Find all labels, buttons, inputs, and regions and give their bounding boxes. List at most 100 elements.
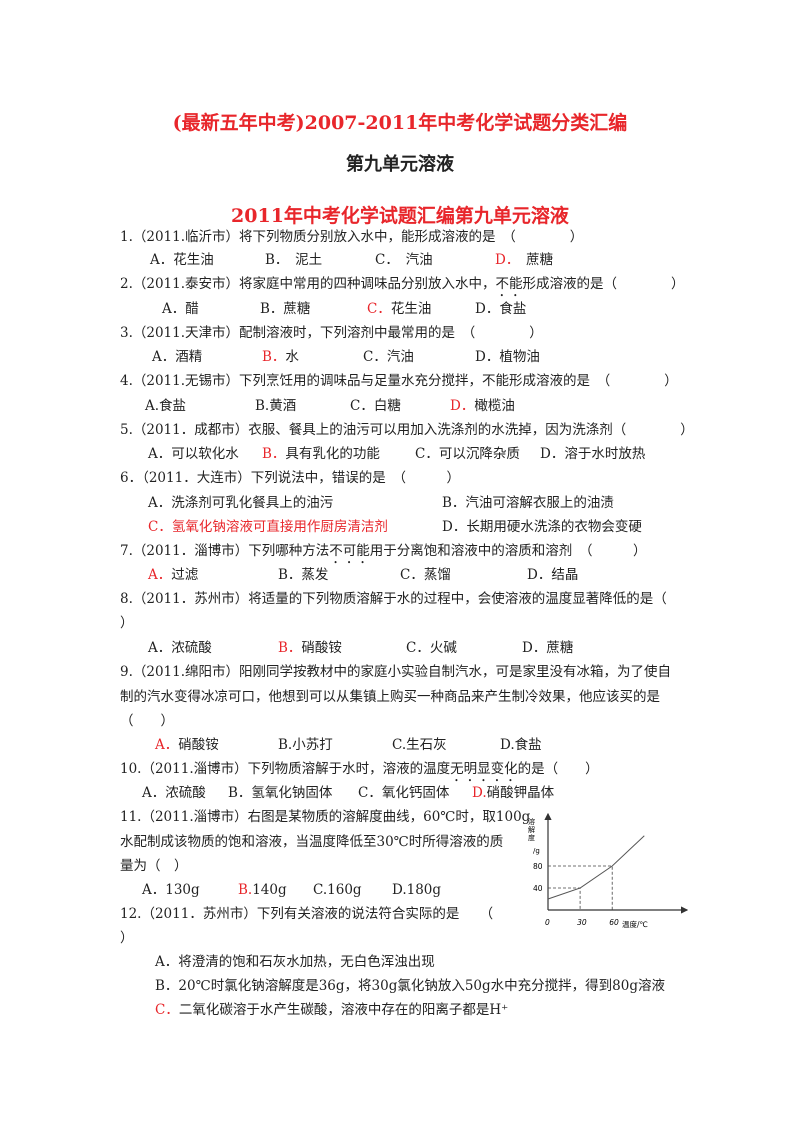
guide-line bbox=[548, 865, 613, 910]
y-tick-label: 80 bbox=[533, 862, 543, 871]
x-axis-label: 温度/℃ bbox=[622, 919, 648, 929]
option-text: 硝酸钾晶体 bbox=[486, 785, 555, 801]
option-text: 硝酸铵 bbox=[301, 640, 342, 656]
stem-emphasis: 不能 bbox=[495, 276, 523, 292]
solubility-curve bbox=[547, 835, 645, 900]
document-title: (最新五年中考)2007-2011年中考化学试题分类汇编 bbox=[172, 112, 628, 134]
q7-option-c: C．蒸馏 bbox=[400, 567, 451, 583]
q12-option-c: C．二氧化碳溶于水产生碳酸，溶液中存在的阳离子都是H⁺ bbox=[155, 1002, 508, 1018]
question-5-stem: 5.（2011．成都市）衣服、餐具上的油污可以用加入洗涤剂的水洗掉，因为洗涤剂（… bbox=[120, 422, 694, 438]
q2-option-c: C．花生油 bbox=[367, 301, 431, 317]
stem-emphasis: 无明显变化 bbox=[450, 761, 518, 777]
q11-option-a: A．130g bbox=[142, 882, 200, 898]
question-4-stem: 4.（2011.无锡市）下列烹饪用的调味品与足量水充分搅拌，不能形成溶液的是 （… bbox=[120, 373, 678, 389]
q9-option-a: A．硝酸铵 bbox=[155, 737, 219, 753]
option-text: 140g bbox=[252, 882, 287, 898]
stem-text: 7.（2011．淄博市）下列哪种方法 bbox=[120, 543, 330, 559]
option-text: 具有乳化的功能 bbox=[285, 446, 380, 462]
option-text: 花生油 bbox=[390, 301, 432, 317]
q10-option-a: A．浓硫酸 bbox=[142, 785, 206, 801]
q1-option-a: A．花生油 bbox=[150, 252, 214, 268]
q4-option-b: B.黄酒 bbox=[255, 398, 297, 414]
answer-letter: A． bbox=[148, 567, 172, 583]
answer-letter: C． bbox=[367, 301, 391, 317]
x-tick-label: 60 bbox=[609, 918, 619, 927]
answer-letter: B. bbox=[238, 882, 253, 898]
q6-option-a: A．洗涤剂可乳化餐具上的油污 bbox=[148, 495, 334, 511]
option-text: 二氧化碳溶于水产生碳酸，溶液中存在的阳离子都是H⁺ bbox=[178, 1002, 509, 1018]
stem-text: 2.（2011.泰安市）将家庭中常用的四种调味品分别放入水中， bbox=[120, 276, 496, 292]
section-heading: 2011年中考化学试题汇编第九单元溶液 bbox=[231, 205, 569, 227]
q11-option-b: B.140g bbox=[238, 882, 287, 898]
question-9-stem-cont: 制的汽水变得冰凉可口，他想到可以从集镇上购买一种商品来产生制冷效果，他应该买的是 bbox=[120, 689, 660, 705]
y-axis-label: 溶解度/g bbox=[528, 817, 540, 855]
answer-letter: C． bbox=[155, 1002, 179, 1018]
answer-letter: B． bbox=[278, 640, 302, 656]
q2-option-b: B．蔗糖 bbox=[260, 301, 311, 317]
option-text: 过滤 bbox=[171, 567, 199, 583]
q4-option-c: C．白糖 bbox=[350, 398, 401, 414]
q8-option-b: B．硝酸铵 bbox=[278, 640, 342, 656]
q6-option-d: D．长期用硬水洗涤的衣物会变硬 bbox=[442, 519, 642, 535]
question-1-stem: 1.（2011.临沂市）将下列物质分别放入水中，能形成溶液的是 （ ） bbox=[120, 229, 584, 245]
question-3-stem: 3.（2011.天津市）配制溶液时，下列溶剂中最常用的是 （ ） bbox=[120, 325, 543, 341]
stem-text: 的是（ ） bbox=[517, 761, 599, 777]
option-text: 蔗糖 bbox=[512, 252, 554, 268]
x-tick-label: 30 bbox=[577, 918, 587, 927]
q1-option-b: B． 泥土 bbox=[265, 252, 323, 268]
q10-option-c: C．氧化钙固体 bbox=[358, 785, 450, 801]
option-text: 硝酸铵 bbox=[178, 737, 219, 753]
question-11-stem-cont: 水配制成该物质的饱和溶液，当温度降低至30℃时所得溶液的质 bbox=[120, 834, 504, 850]
answer-letter: D． bbox=[495, 252, 513, 268]
answer-letter: A． bbox=[155, 737, 179, 753]
q6-option-c: C．氢氧化钠溶液可直接用作厨房清洁剂 bbox=[148, 519, 388, 535]
q1-option-c: C． 汽油 bbox=[375, 252, 433, 268]
q10-option-d: D.硝酸钾晶体 bbox=[472, 785, 554, 801]
guide-line bbox=[548, 887, 581, 910]
question-7-stem: 7.（2011．淄博市）下列哪种方法不可能用于分离饱和溶液中的溶质和溶剂 （ ） bbox=[120, 543, 647, 567]
q2-option-a: A．醋 bbox=[162, 301, 199, 317]
question-2-stem: 2.（2011.泰安市）将家庭中常用的四种调味品分别放入水中，不能形成溶液的是（… bbox=[120, 276, 685, 300]
stem-text: 10.（2011.淄博市）下列物质溶解于水时，溶液的温度 bbox=[120, 761, 451, 777]
q9-option-b: B.小苏打 bbox=[278, 737, 333, 753]
question-9-blank: （ ） bbox=[120, 713, 174, 729]
answer-letter: D. bbox=[472, 785, 487, 801]
solubility-curve-chart: 0 30 60 40 80 溶解度/g 温度/℃ bbox=[528, 812, 689, 929]
q3-option-b: B．水 bbox=[262, 349, 299, 365]
answer-letter: B． bbox=[262, 349, 286, 365]
q5-option-d: D．溶于水时放热 bbox=[540, 446, 646, 462]
q8-option-a: A．浓硫酸 bbox=[148, 640, 212, 656]
q5-option-c: C．可以沉降杂质 bbox=[415, 446, 520, 462]
q4-option-a: A.食盐 bbox=[145, 398, 187, 414]
x-tick-label: 0 bbox=[545, 918, 550, 927]
q5-option-b: B．具有乳化的功能 bbox=[262, 446, 380, 462]
question-10-stem: 10.（2011.淄博市）下列物质溶解于水时，溶液的温度无明显变化的是（ ） bbox=[120, 761, 599, 785]
option-text: 水 bbox=[285, 349, 299, 365]
q1-option-d: D． 蔗糖 bbox=[495, 252, 553, 268]
question-8-stem-cont: ） bbox=[120, 615, 134, 631]
question-6-stem: 6．（2011．大连市）下列说法中，错误的是 （ ） bbox=[120, 470, 460, 486]
question-12-stem: 12.（2011．苏州市）下列有关溶液的说法符合实际的是 （ bbox=[120, 906, 494, 922]
q5-option-a: A．可以软化水 bbox=[148, 446, 239, 462]
q2-option-d: D．食盐 bbox=[475, 301, 527, 317]
q10-option-b: B．氢氧化钠固体 bbox=[228, 785, 333, 801]
q12-option-a: A．将澄清的饱和石灰水加热，无白色浑浊出现 bbox=[155, 954, 435, 970]
y-tick-label: 40 bbox=[533, 884, 543, 893]
question-9-stem: 9.（2011.绵阳市）阳刚同学按教材中的家庭小实验自制汽水，可是家里没有冰箱，… bbox=[120, 664, 672, 680]
q3-option-c: C．汽油 bbox=[363, 349, 414, 365]
stem-emphasis: 不可能 bbox=[329, 543, 370, 559]
q7-option-b: B．蒸发 bbox=[278, 567, 329, 583]
question-11-stem-end: 量为（ ） bbox=[120, 858, 188, 874]
q7-option-d: D．结晶 bbox=[527, 567, 579, 583]
q3-option-d: D．植物油 bbox=[475, 349, 540, 365]
q7-option-a: A．过滤 bbox=[148, 567, 198, 583]
q8-option-d: D．蔗糖 bbox=[522, 640, 574, 656]
q9-option-d: D.食盐 bbox=[500, 737, 542, 753]
q12-option-b: B．20℃时氯化钠溶解度是36g，将30g氯化钠放入50g水中充分搅拌，得到80… bbox=[155, 978, 665, 994]
document-subtitle: 第九单元溶液 bbox=[346, 154, 454, 175]
q11-option-d: D.180g bbox=[392, 882, 442, 898]
q9-option-c: C.生石灰 bbox=[392, 737, 447, 753]
stem-text: 形成溶液的是（ ） bbox=[522, 276, 685, 292]
answer-letter: B． bbox=[262, 446, 286, 462]
